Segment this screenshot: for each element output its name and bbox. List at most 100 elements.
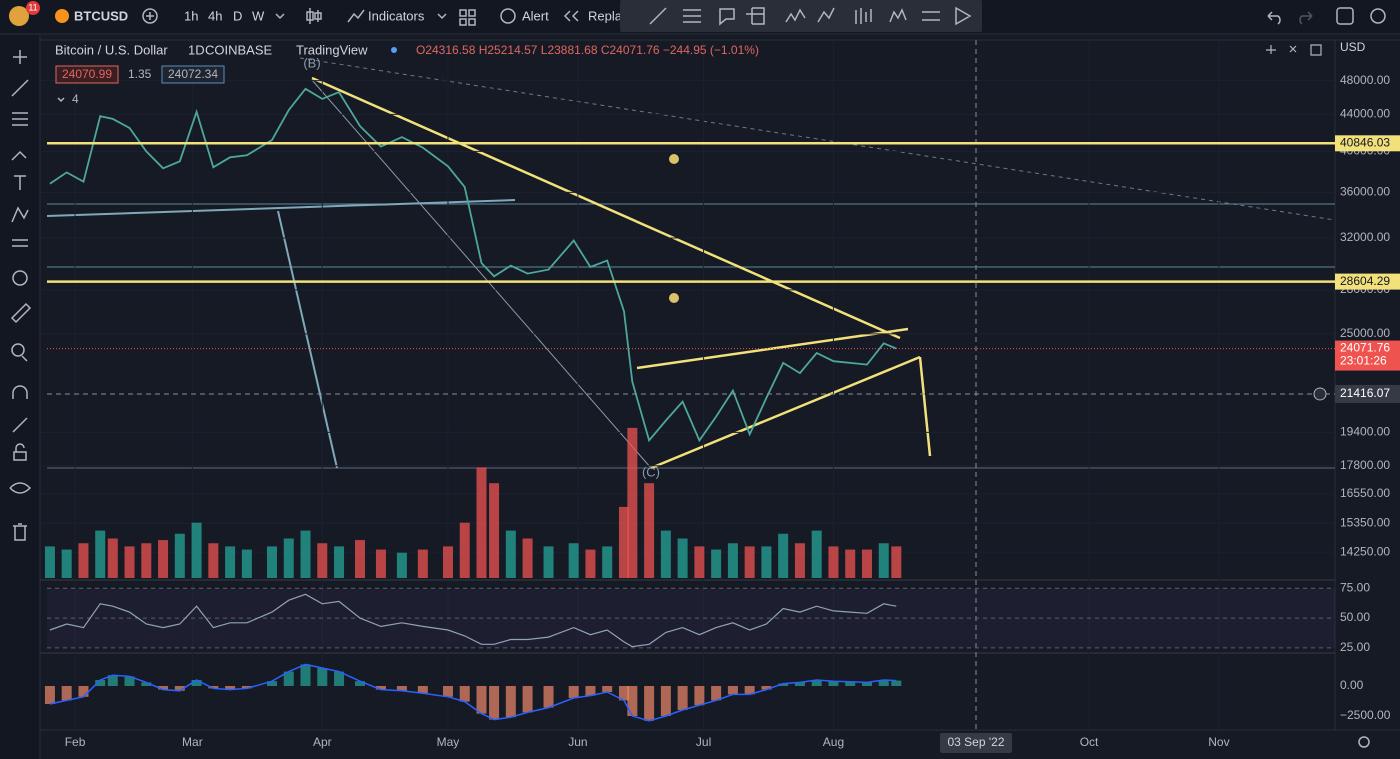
add-alert[interactable] <box>1313 387 1327 401</box>
spread: 1.35 <box>128 67 152 81</box>
volume-bar <box>300 530 311 578</box>
macd-bar <box>283 671 294 686</box>
macd-bar <box>107 675 118 686</box>
drawing-tool-icons[interactable] <box>9 50 32 541</box>
alert-button[interactable]: Alert <box>522 8 549 23</box>
volume-bar <box>861 549 872 578</box>
drawing-toolbar <box>620 0 982 32</box>
undo[interactable] <box>1267 11 1281 25</box>
trend-line <box>311 79 652 469</box>
interval[interactable]: 4h <box>208 8 222 23</box>
replay-button[interactable]: Repla <box>588 8 623 23</box>
macd-bar <box>522 685 533 713</box>
y-tick-label: 16550.00 <box>1340 486 1390 500</box>
crosshair-price-box <box>1335 384 1400 403</box>
redo[interactable] <box>1299 11 1313 25</box>
macd-bar <box>761 685 772 690</box>
drawing-tools[interactable] <box>649 6 972 26</box>
volume-bar <box>891 546 902 578</box>
alarm-icon[interactable] <box>669 154 679 164</box>
volume-bar <box>417 549 428 578</box>
interval[interactable]: W <box>252 8 265 23</box>
macd-bar <box>845 681 856 686</box>
volume-bar <box>61 549 72 578</box>
macd-bar <box>618 685 629 701</box>
ask: 24072.34 <box>168 67 218 81</box>
camera[interactable] <box>1370 8 1386 24</box>
volume-bar <box>459 522 470 578</box>
macd-bar <box>300 664 311 686</box>
volume-bar <box>225 546 236 578</box>
layouts[interactable] <box>459 9 476 26</box>
add-symbol[interactable] <box>142 8 158 24</box>
interval-menu[interactable] <box>275 13 285 20</box>
crosshair-date: 03 Sep '22 <box>947 735 1004 749</box>
volume-bar <box>761 546 772 578</box>
ask-box[interactable] <box>161 65 225 84</box>
volume-bar <box>828 546 839 578</box>
indicators-menu[interactable] <box>437 13 447 20</box>
countdown: 23:01:26 <box>1340 354 1387 368</box>
y-tick-label: 44000.00 <box>1340 107 1390 121</box>
macd-bar <box>191 679 202 686</box>
volume-bar <box>694 546 705 578</box>
alarm-icon[interactable] <box>669 293 679 303</box>
symbol[interactable]: BTCUSD <box>74 8 128 23</box>
interval[interactable]: 1h <box>184 8 198 23</box>
volume-bar <box>660 530 671 578</box>
x-tick-label: Feb <box>65 735 86 749</box>
volume-bar <box>78 543 89 578</box>
level-label: 40846.03 <box>1340 135 1390 149</box>
macd-bar <box>174 685 185 691</box>
macd-bar <box>396 685 407 691</box>
volume-bar <box>568 543 579 578</box>
pane-controls[interactable] <box>1266 44 1322 56</box>
macd-bar <box>158 685 169 690</box>
indicators-toggle[interactable] <box>57 97 65 103</box>
macd-line <box>49 663 897 722</box>
macd-bar <box>476 685 487 714</box>
macd-bar <box>489 685 500 720</box>
volume-bar <box>878 543 889 578</box>
indicators-button[interactable]: Indicators <box>368 8 425 23</box>
x-tick-label: May <box>437 735 460 749</box>
volume-bar <box>778 533 789 578</box>
macd-bar <box>568 685 579 698</box>
volume-bar <box>124 546 135 578</box>
macd-bar <box>78 685 89 697</box>
macd-bar <box>225 685 236 690</box>
macd-bar <box>208 685 219 689</box>
user-drawings <box>40 40 1336 730</box>
volume-bar <box>95 530 106 578</box>
fullscreen[interactable] <box>1336 7 1354 25</box>
legend-title: Bitcoin / U.S. Dollar <box>55 42 168 57</box>
avatar[interactable] <box>9 6 29 26</box>
volume-bar <box>158 540 169 578</box>
interval[interactable]: D <box>233 8 242 23</box>
volume-bar <box>283 538 294 578</box>
chart-type[interactable] <box>306 8 322 24</box>
volume-bar <box>627 427 638 578</box>
legend-source: TradingView <box>296 42 368 57</box>
macd-bar <box>602 685 613 692</box>
legend-ohlc: O24316.58 H25214.57 L23881.68 C24071.76 … <box>416 43 759 57</box>
macd-bar <box>778 683 789 686</box>
emoji-tool[interactable] <box>12 270 28 286</box>
macd-bar <box>627 685 638 716</box>
last-price-box <box>1335 340 1400 371</box>
macd-bar <box>677 685 688 710</box>
macd-bar <box>744 685 755 695</box>
y-tick-label: 32000.00 <box>1340 230 1390 244</box>
wedge-line <box>650 355 921 470</box>
bid-box[interactable] <box>55 65 119 84</box>
x-tick-label: Aug <box>823 735 844 749</box>
currency[interactable]: USD <box>1340 40 1366 54</box>
macd-bar <box>44 685 55 704</box>
macd-bar <box>644 685 655 721</box>
settings[interactable] <box>1358 736 1370 748</box>
trend-line <box>46 199 516 217</box>
legend-exchange: COINBASE <box>205 42 273 57</box>
wave-label: (C) <box>642 464 660 479</box>
volume-bar <box>476 467 487 578</box>
